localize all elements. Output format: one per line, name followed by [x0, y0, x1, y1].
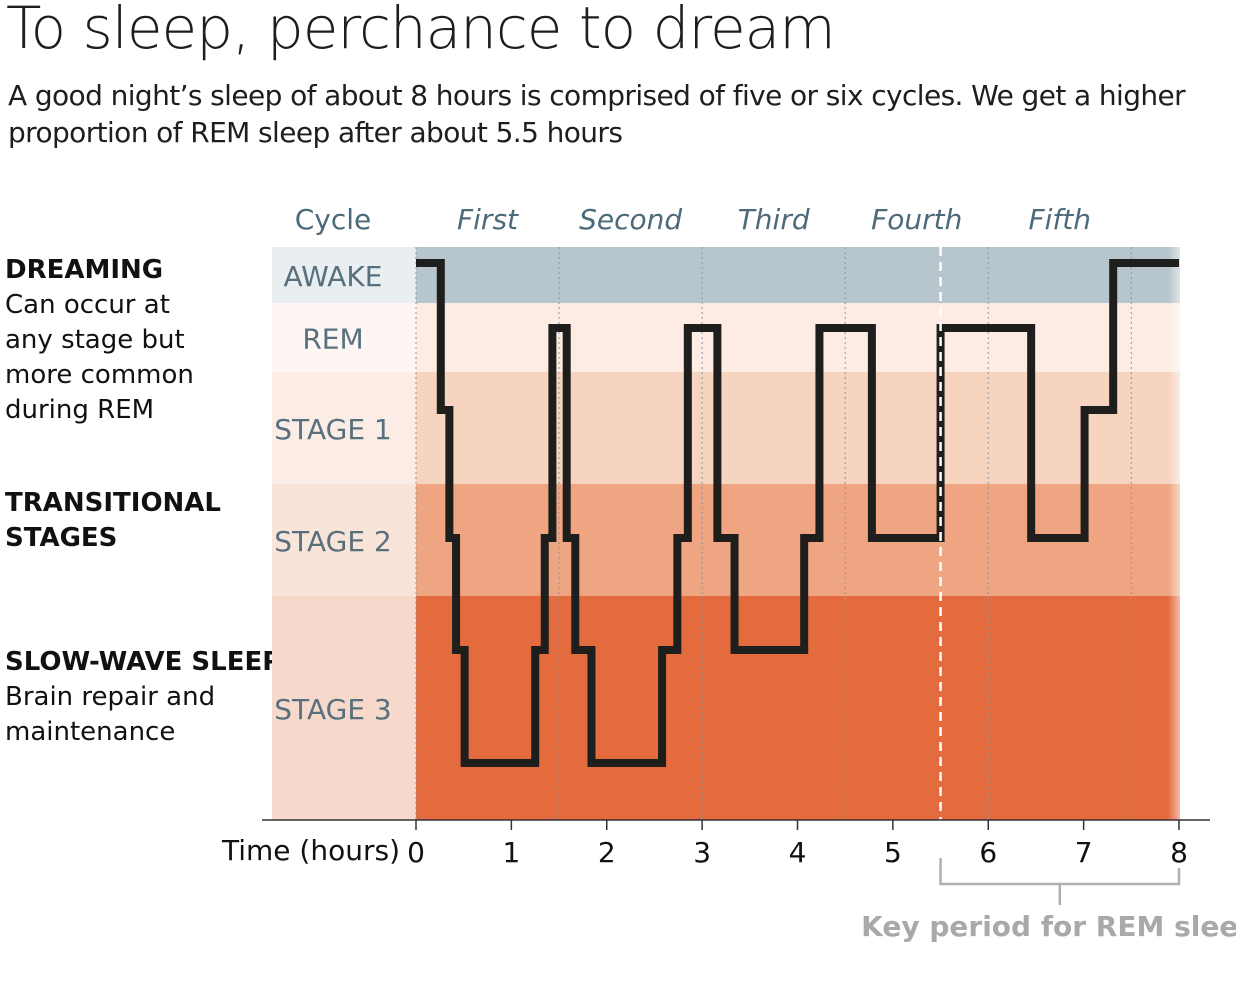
- stage-band: [416, 303, 1180, 372]
- x-tick-label: 7: [1075, 836, 1093, 869]
- side-label-dreaming: DREAMING Can occur at any stage but more…: [5, 253, 235, 428]
- x-tick-label: 3: [693, 836, 711, 869]
- side-label-transitional: TRANSITIONAL STAGES: [5, 486, 235, 556]
- stage-label-bg: [272, 596, 416, 820]
- cycle-header: Cycle: [295, 203, 372, 236]
- side-heading: SLOW-WAVE SLEEP: [5, 647, 282, 677]
- x-tick-label: 0: [407, 836, 425, 869]
- cycle-label: Fifth: [1029, 203, 1091, 236]
- stage-band: [416, 247, 1180, 303]
- x-tick-label: 1: [502, 836, 520, 869]
- stage-label: STAGE 2: [274, 525, 391, 558]
- stage-label: REM: [302, 323, 363, 356]
- side-heading: DREAMING: [5, 255, 164, 285]
- stage-label: AWAKE: [284, 260, 383, 293]
- x-tick-label: 4: [789, 836, 807, 869]
- stage-label-bg: [272, 247, 416, 303]
- annotation-label: Key period for REM sleep: [861, 910, 1236, 943]
- stage-label-bg: [272, 372, 416, 484]
- stage-band: [416, 372, 1180, 484]
- chart-title: To sleep, perchance to dream: [6, 0, 836, 62]
- annotation-bracket: [939, 858, 1181, 905]
- x-axis-label: Time (hours): [221, 834, 400, 867]
- cycle-label: First: [457, 203, 519, 236]
- edge-fade: [1168, 240, 1190, 820]
- chart-subtitle: A good night’s sleep of about 8 hours is…: [8, 79, 1186, 149]
- x-tick-label: 6: [979, 836, 997, 869]
- cycle-label: Fourth: [871, 203, 962, 236]
- x-tick-label: 2: [598, 836, 616, 869]
- stage-label: STAGE 3: [274, 693, 391, 726]
- side-heading: TRANSITIONAL STAGES: [5, 488, 221, 553]
- stage-band: [416, 596, 1180, 820]
- side-label-slow-wave: SLOW-WAVE SLEEP Brain repair and mainten…: [5, 645, 282, 750]
- side-text: Brain repair and maintenance: [5, 682, 216, 747]
- cycle-label: Third: [738, 203, 810, 236]
- stage-label: STAGE 1: [274, 413, 391, 446]
- x-tick-label: 8: [1170, 836, 1188, 869]
- stage-label-bg: [272, 303, 416, 372]
- stage-label-bg: [272, 484, 416, 596]
- side-text: Can occur at any stage but more common d…: [5, 290, 194, 425]
- x-tick-label: 5: [884, 836, 902, 869]
- cycle-label: Second: [579, 203, 682, 236]
